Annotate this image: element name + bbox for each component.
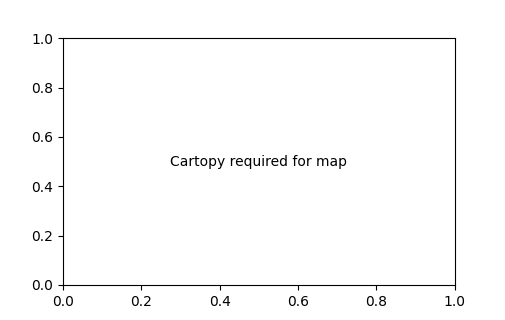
Text: Cartopy required for map: Cartopy required for map (170, 155, 347, 169)
